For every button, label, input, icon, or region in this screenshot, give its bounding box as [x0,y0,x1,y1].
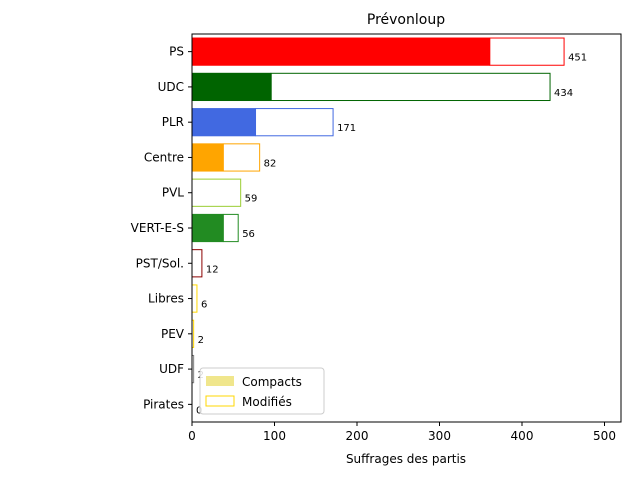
y-tick-label-3: Centre [144,150,184,164]
bar-modifies-1 [270,72,551,102]
y-tick-label-0: PS [169,45,184,59]
x-tick-label-0: 0 [188,429,196,443]
y-tick-label-10: Pirates [143,397,184,411]
x-tick-label-1: 100 [263,429,286,443]
value-label-1: 434 [554,88,573,99]
value-label-4: 59 [245,194,258,205]
y-tick-label-8: PEV [161,327,185,341]
legend-swatch-1 [205,395,235,407]
value-labels-group: 451434171825956126220 [196,53,587,417]
bar-modifies-4 [191,178,242,207]
bars-group [191,37,565,384]
plot-frame [191,33,622,423]
y-tick-label-5: VERT-E-S [131,221,184,235]
value-label-10: 0 [196,405,202,416]
value-label-2: 171 [337,123,356,134]
bar-compacts-1 [192,72,272,102]
bar-compacts-3 [192,143,224,172]
chart-title: Prévonloup [367,12,445,28]
value-label-3: 82 [264,158,277,169]
bar-compacts-0 [192,37,490,66]
legend-swatch-0 [206,376,234,386]
y-axis: PS UDC PLR Centre PVL VERT-E-S PST/Sol. Libres P… [131,45,192,411]
x-tick-label-5: 500 [593,429,616,443]
y-tick-label-7: Libres [148,292,184,306]
x-tick-label-4: 400 [511,429,534,443]
y-tick-label-1: UDC [158,80,184,94]
bar-compacts-2 [192,108,256,137]
bar-compacts-5 [192,213,224,243]
y-tick-label-6: PST/Sol. [136,256,184,270]
legend: Compacts Modifiés [199,367,325,415]
bar-modifies-6 [191,249,203,278]
legend-label-0: Compacts [242,375,302,389]
bar-modifies-7 [191,284,198,313]
legend-label-1: Modifiés [242,395,292,409]
y-tick-label-4: PVL [162,186,184,200]
bar-modifies-5 [222,213,239,243]
value-label-7: 6 [201,300,207,311]
y-tick-label-9: UDF [159,362,184,376]
value-label-0: 451 [568,53,587,64]
value-label-8: 2 [198,335,204,346]
x-tick-label-2: 200 [346,429,369,443]
bar-modifies-2 [255,108,334,137]
y-tick-label-2: PLR [162,115,184,129]
value-label-6: 12 [206,264,219,275]
x-axis-label: Suffrages des partis [346,452,466,466]
bar-modifies-0 [489,37,565,66]
x-tick-label-3: 300 [428,429,451,443]
bar-modifies-3 [222,143,261,172]
x-axis: 0 100 200 300 400 500 [188,422,616,443]
value-label-5: 56 [242,229,255,240]
